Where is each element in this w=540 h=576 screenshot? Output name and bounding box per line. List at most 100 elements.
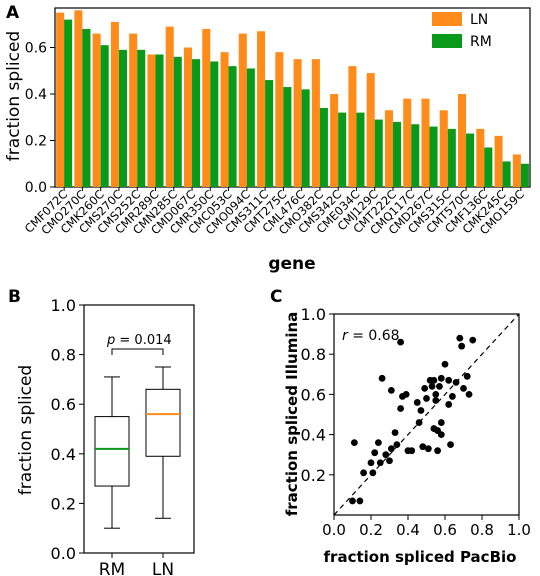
bar-ln-cmr350c	[202, 28, 211, 188]
scatter-point-51	[465, 391, 473, 398]
bar-rm-cmo159c	[520, 163, 529, 187]
bar-ln-cme034c	[348, 66, 357, 187]
bar-rm-cms315c	[447, 128, 456, 187]
scatter-point-18	[402, 391, 410, 398]
bar-ln-cmo094c	[238, 33, 247, 187]
bar-ln-cmn285c	[165, 26, 174, 187]
panel-a-y-ticks: 0.0 0.2 0.4 0.6	[25, 41, 55, 196]
panel-b-x-tick-label: LN	[152, 560, 174, 576]
scatter-point-47	[456, 334, 464, 342]
scatter-point-9	[382, 451, 390, 459]
bar-rm-cmj129c	[374, 119, 383, 187]
bar-ln-cms342c	[330, 94, 339, 187]
bar-rm-cmt570c	[466, 133, 475, 187]
panel-c-x-tick-label: 0.2	[359, 521, 383, 539]
scatter-point-39	[437, 419, 445, 426]
panel-b-plot-frame	[83, 304, 195, 554]
panel-c-y-tick-label: 0.6	[301, 385, 326, 404]
bar-rm-cmc053c	[228, 66, 237, 187]
bar-ln-cmo382c	[311, 59, 320, 187]
panel-c-x-tick-label: 0.8	[470, 521, 494, 539]
bar-ln-cmt222c	[384, 110, 393, 187]
legend-swatch-ln	[432, 12, 462, 26]
bar-rm-cms270c	[118, 49, 127, 188]
scatter-point-26	[421, 384, 429, 392]
scatter-point-16	[397, 405, 404, 412]
scatter-point-21	[408, 447, 416, 455]
bar-ln-cmk245c	[494, 135, 503, 187]
bar-ln-cmf136c	[476, 128, 485, 187]
scatter-point-25	[419, 443, 427, 451]
scatter-point-48	[458, 342, 466, 350]
panel-b-y-tick-label: 0.8	[51, 346, 76, 365]
scatter-point-33	[432, 391, 440, 398]
scatter-point-46	[452, 378, 460, 386]
scatter-point-11	[387, 445, 395, 453]
bar-ln-cmc053c	[220, 52, 229, 187]
box-iqr	[145, 388, 181, 457]
panel-c-x-tick-label: 0.0	[322, 521, 346, 539]
scatter-point-34	[432, 397, 440, 404]
scatter-point-27	[423, 395, 430, 402]
scatter-point-23	[415, 419, 423, 426]
scatter-point-14	[378, 374, 386, 382]
scatter-point-28	[424, 445, 432, 453]
bar-ln-cmk260c	[92, 33, 101, 187]
panel-b-y-tick-label: 0.0	[51, 544, 76, 563]
panel-b-significance-bracket: p = 0.014	[106, 333, 172, 355]
bar-rm-cml476c	[301, 89, 310, 187]
panel-a-y-tick-label: 0.0	[25, 180, 47, 196]
scatter-point-43	[445, 401, 453, 408]
bar-ln-cmr289c	[147, 54, 156, 187]
legend-label-rm: RM	[470, 34, 492, 50]
scatter-point-36	[434, 447, 441, 455]
panel-c-y-ticks: 0.2 0.4 0.6 0.8 1.0	[301, 305, 334, 485]
panel-a-plot-frame	[54, 7, 531, 188]
scatter-point-49	[460, 384, 467, 392]
panel-c-plot-frame	[333, 313, 520, 516]
bar-rm-cms342c	[338, 112, 347, 187]
scatter-point-5	[367, 459, 375, 467]
scatter-point-38	[437, 431, 445, 438]
scatter-point-41	[441, 360, 449, 368]
panel-b-y-tick-label: 0.2	[51, 494, 76, 513]
panel-b-y-tick-label: 0.6	[51, 395, 76, 414]
scatter-point-45	[449, 393, 456, 400]
bar-ln-cmj129c	[366, 73, 375, 187]
bar-ln-cms315c	[439, 110, 448, 187]
panel-a-x-axis-label: gene	[268, 254, 315, 274]
panel-a-y-tick-label: 0.4	[25, 87, 47, 103]
box-rm	[94, 376, 130, 529]
bar-rm-cmr289c	[155, 54, 164, 187]
panel-b-y-ticks: 0.0 0.2 0.4 0.6 0.8 1.0	[51, 296, 84, 563]
scatter-point-52	[469, 336, 477, 344]
scatter-point-32	[430, 376, 438, 384]
bar-rm-cmn285c	[173, 56, 182, 187]
bar-rm-cmk260c	[100, 45, 109, 187]
bar-rm-cmk245c	[502, 161, 511, 187]
scatter-point-12	[391, 429, 399, 436]
bar-ln-cms252c	[129, 33, 138, 187]
panel-c: C 0.2 0.4 0.6 0.8 1.0 0.0 0.2 0.4 0.6 0.8 1.0 r =…	[270, 287, 531, 566]
panel-b-y-axis-label: fraction spliced	[16, 365, 36, 495]
panel-a-y-axis-label: fraction spliced	[4, 31, 24, 161]
bar-rm-cmd067c	[192, 59, 201, 187]
panel-a-y-tick-label: 0.2	[25, 134, 47, 150]
panel-c-x-tick-label: 0.6	[433, 521, 457, 539]
bar-ln-cmf072c	[56, 12, 65, 188]
bar-rm-cmo382c	[319, 107, 328, 187]
panel-c-points	[349, 334, 477, 505]
scatter-point-7	[376, 459, 384, 467]
scatter-point-6	[371, 449, 379, 457]
bar-rm-cmf072c	[64, 19, 73, 188]
panel-a-legend: LN RM	[432, 12, 492, 50]
bar-rm-cmo094c	[246, 68, 255, 187]
scatter-point-15	[387, 386, 395, 394]
bar-ln-cmd267c	[421, 98, 430, 187]
bar-rm-cmt275c	[283, 87, 292, 187]
legend-swatch-rm	[432, 34, 462, 48]
panel-b-label: B	[8, 287, 21, 307]
panel-c-y-axis-label: fraction spliced Illumina	[283, 312, 301, 517]
scatter-point-8	[375, 439, 382, 447]
scatter-point-1	[356, 497, 364, 505]
